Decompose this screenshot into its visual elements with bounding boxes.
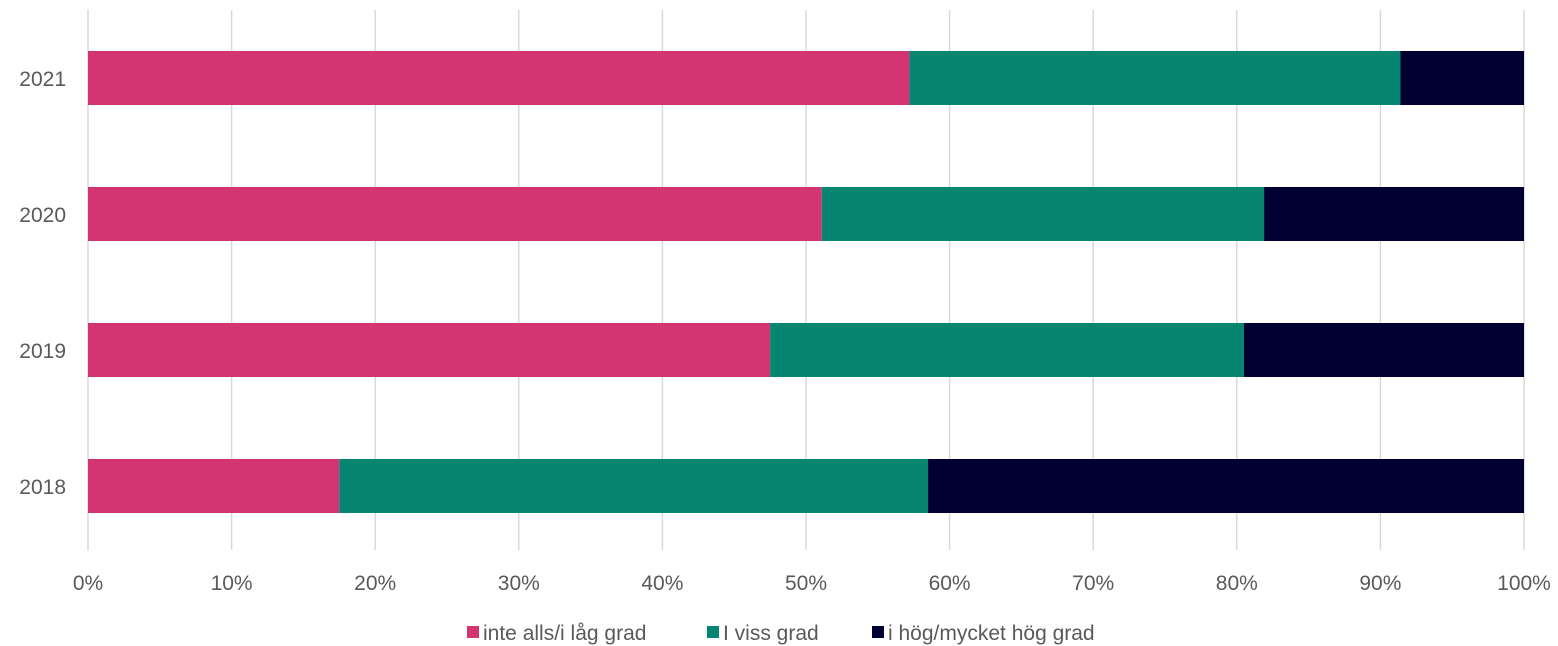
bar-segment <box>928 459 1524 513</box>
legend: inte alls/i låg grad I viss grad i hög/myc… <box>467 622 1095 645</box>
bars <box>88 51 1524 513</box>
bar-segment <box>1400 51 1524 105</box>
x-tick-label: 60% <box>929 572 971 595</box>
bar-segment <box>88 187 822 241</box>
bar-segment <box>1264 187 1524 241</box>
x-tick-label: 50% <box>785 572 827 595</box>
x-tick-label: 90% <box>1359 572 1401 595</box>
x-tick-label: 40% <box>641 572 683 595</box>
bar-segment <box>88 51 910 105</box>
bar-segment <box>770 323 1244 377</box>
x-tick-label: 100% <box>1497 572 1551 595</box>
x-tick-label: 10% <box>211 572 253 595</box>
bar-segment <box>1243 323 1524 377</box>
y-tick-label: 2020 <box>19 204 66 227</box>
x-tick-label: 30% <box>498 572 540 595</box>
bar-segment <box>909 51 1401 105</box>
y-tick-label: 2018 <box>19 476 66 499</box>
bar-segment <box>88 323 771 377</box>
bar-segment <box>821 187 1265 241</box>
x-axis-labels: 0% 10% 20% 30% 40% 50% 60% 70% 80% 90% 100% <box>73 572 1551 595</box>
legend-item: i hög/mycket hög grad <box>872 622 1095 645</box>
y-tick-label: 2021 <box>19 68 66 91</box>
legend-swatch <box>872 626 884 638</box>
y-axis-labels: 2021 2020 2019 2018 <box>19 68 66 499</box>
legend-item: I viss grad <box>707 622 819 645</box>
bar-segment <box>88 459 340 513</box>
y-tick-label: 2019 <box>19 340 66 363</box>
legend-swatch <box>467 626 479 638</box>
legend-swatch <box>707 626 719 638</box>
bar-segment <box>339 459 929 513</box>
legend-item: inte alls/i låg grad <box>467 622 646 645</box>
legend-label: I viss grad <box>723 622 819 645</box>
x-tick-label: 20% <box>354 572 396 595</box>
x-tick-label: 0% <box>73 572 103 595</box>
legend-label: i hög/mycket hög grad <box>888 622 1095 645</box>
legend-label: inte alls/i låg grad <box>483 622 646 645</box>
x-tick-label: 80% <box>1216 572 1258 595</box>
x-tick-label: 70% <box>1072 572 1114 595</box>
